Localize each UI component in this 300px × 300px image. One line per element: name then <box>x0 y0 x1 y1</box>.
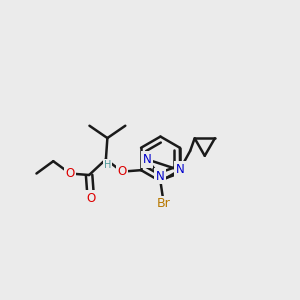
Text: O: O <box>65 167 75 180</box>
Text: O: O <box>117 165 127 178</box>
Text: H: H <box>104 160 111 170</box>
Text: O: O <box>86 192 95 205</box>
Text: N: N <box>143 153 152 166</box>
Text: Br: Br <box>157 197 170 210</box>
Text: N: N <box>156 170 164 183</box>
Text: N: N <box>176 163 184 176</box>
